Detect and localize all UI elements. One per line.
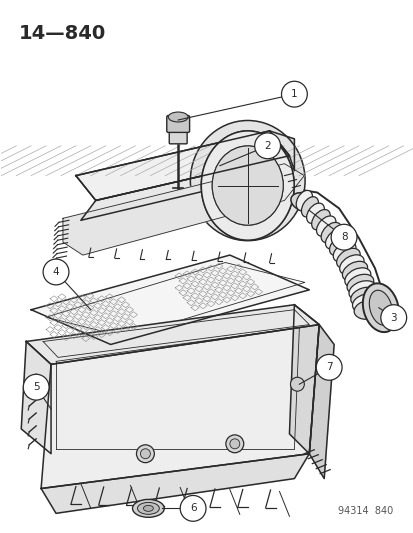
Ellipse shape <box>368 290 392 325</box>
Text: 1: 1 <box>290 89 297 99</box>
Ellipse shape <box>353 300 383 319</box>
Polygon shape <box>41 325 318 489</box>
Ellipse shape <box>316 216 335 236</box>
Circle shape <box>229 439 239 449</box>
Ellipse shape <box>346 274 373 294</box>
Circle shape <box>43 259 69 285</box>
Text: 5: 5 <box>33 382 39 392</box>
Ellipse shape <box>212 146 282 225</box>
Ellipse shape <box>143 505 153 511</box>
Ellipse shape <box>311 209 330 230</box>
Polygon shape <box>76 131 289 200</box>
Ellipse shape <box>351 294 380 313</box>
Polygon shape <box>31 255 309 344</box>
Text: 14—840: 14—840 <box>19 23 106 43</box>
Ellipse shape <box>137 503 159 514</box>
Ellipse shape <box>301 197 318 217</box>
Polygon shape <box>269 131 294 171</box>
Circle shape <box>290 377 304 391</box>
FancyBboxPatch shape <box>169 128 187 144</box>
Circle shape <box>254 133 280 159</box>
Polygon shape <box>81 156 289 220</box>
Polygon shape <box>41 454 309 513</box>
Ellipse shape <box>168 112 188 122</box>
Ellipse shape <box>306 203 324 223</box>
Polygon shape <box>21 342 51 454</box>
Ellipse shape <box>348 281 375 300</box>
Text: 4: 4 <box>52 267 59 277</box>
Ellipse shape <box>362 284 398 332</box>
Ellipse shape <box>342 261 367 281</box>
Polygon shape <box>63 164 304 255</box>
Circle shape <box>380 305 406 330</box>
Ellipse shape <box>290 193 317 212</box>
Ellipse shape <box>201 131 294 240</box>
FancyBboxPatch shape <box>166 116 189 132</box>
Ellipse shape <box>320 222 341 243</box>
Circle shape <box>330 224 356 250</box>
Ellipse shape <box>339 255 363 274</box>
Circle shape <box>316 354 341 380</box>
Circle shape <box>140 449 150 459</box>
Text: 2: 2 <box>263 141 270 151</box>
Text: 8: 8 <box>340 232 347 242</box>
Ellipse shape <box>325 229 346 249</box>
Ellipse shape <box>332 242 355 262</box>
Text: 7: 7 <box>325 362 332 373</box>
Circle shape <box>225 435 243 453</box>
Ellipse shape <box>336 248 359 268</box>
Circle shape <box>180 496 206 521</box>
Ellipse shape <box>350 287 378 306</box>
Ellipse shape <box>190 120 304 241</box>
Ellipse shape <box>329 236 351 255</box>
Ellipse shape <box>132 499 164 518</box>
Polygon shape <box>26 305 318 365</box>
Text: 3: 3 <box>389 313 396 322</box>
Circle shape <box>136 445 154 463</box>
Ellipse shape <box>212 146 282 225</box>
Circle shape <box>281 81 306 107</box>
Ellipse shape <box>201 131 294 240</box>
Circle shape <box>23 374 49 400</box>
Ellipse shape <box>344 268 370 287</box>
Text: 6: 6 <box>189 503 196 513</box>
Ellipse shape <box>295 190 312 211</box>
Polygon shape <box>289 305 318 454</box>
Text: 94314  840: 94314 840 <box>338 506 393 516</box>
Polygon shape <box>309 325 333 479</box>
